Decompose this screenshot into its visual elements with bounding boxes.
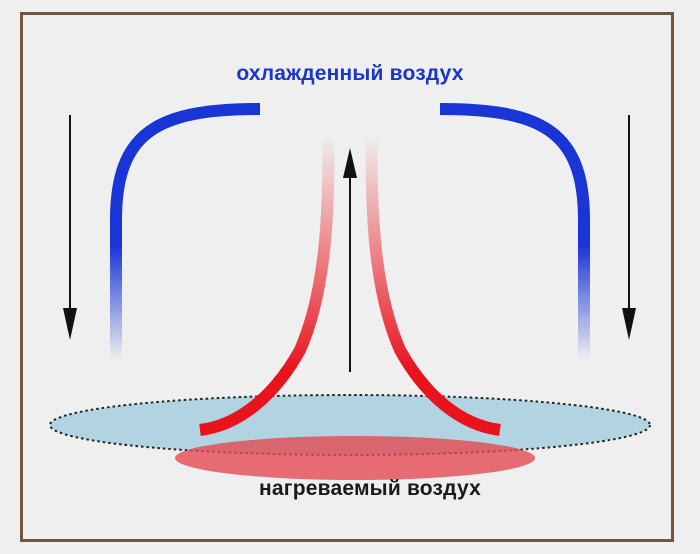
heated-air-label: нагреваемый воздух [259, 477, 481, 500]
cold-air-left-stream [110, 103, 261, 360]
hot-air-left-plume [199, 134, 335, 436]
hot-air-right-plume [365, 134, 501, 436]
down-arrow-icon-head [622, 308, 636, 340]
diagram-frame [20, 12, 674, 542]
down-arrow-icon-head [63, 308, 77, 340]
cold-air-right-stream [439, 103, 590, 360]
cooled-air-label: охлажденный воздух [236, 62, 464, 85]
heat-source [175, 436, 535, 480]
up-arrow-icon-head [343, 148, 357, 178]
